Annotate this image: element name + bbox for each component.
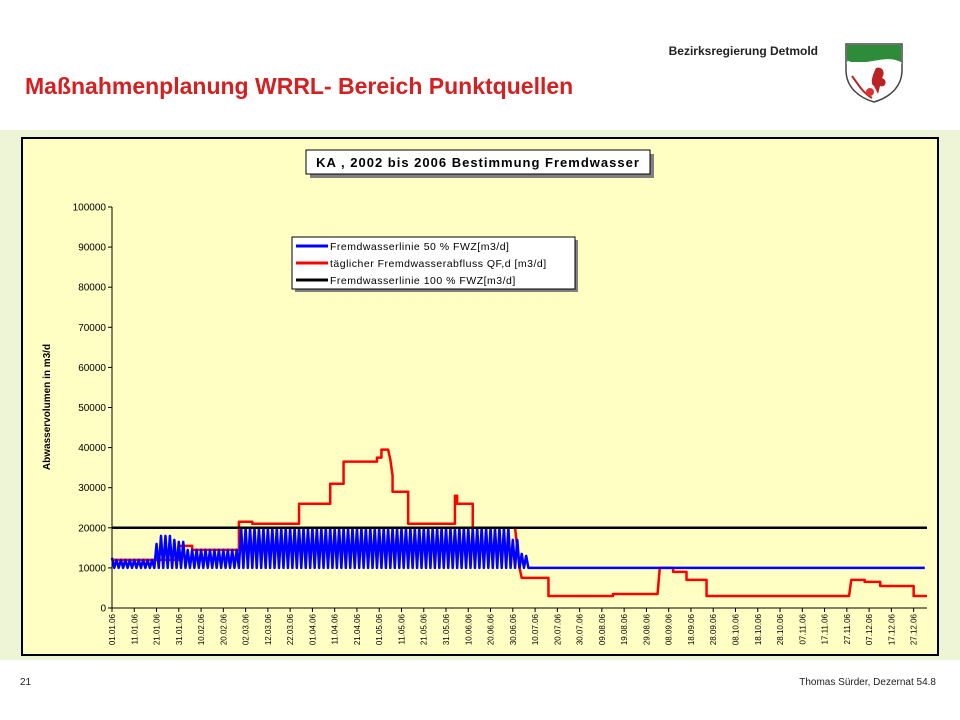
x-tick-label: 30.07.06 <box>576 613 585 645</box>
y-tick-label: 50000 <box>78 403 106 414</box>
slide-title: Maßnahmenplanung WRRL- Bereich Punktquel… <box>25 73 574 99</box>
x-tick-label: 11.04.06 <box>331 613 340 644</box>
x-tick-label: 17.11.06 <box>821 613 830 644</box>
x-tick-label: 20.06.06 <box>487 613 496 645</box>
x-tick-label: 10.06.06 <box>464 613 473 645</box>
x-tick-label: 01.05.06 <box>375 613 384 645</box>
x-tick-label: 30.06.06 <box>509 613 518 645</box>
y-tick-label: 10000 <box>78 563 106 574</box>
y-tick-label: 60000 <box>78 363 106 374</box>
x-tick-label: 08.09.06 <box>665 613 674 645</box>
x-tick-label: 31.05.06 <box>442 613 451 645</box>
x-tick-label: 01.04.06 <box>308 613 317 645</box>
y-tick-label: 40000 <box>78 443 106 454</box>
organization: Bezirksregierung Detmold <box>668 44 818 58</box>
x-tick-label: 11.05.06 <box>397 613 406 644</box>
x-tick-label: 10.02.06 <box>197 613 206 645</box>
x-tick-label: 21.04.06 <box>353 613 362 645</box>
x-tick-label: 17.12.06 <box>887 613 896 645</box>
x-tick-label: 28.10.06 <box>776 613 785 645</box>
x-tick-label: 21.01.06 <box>153 613 162 645</box>
x-tick-label: 28.09.06 <box>709 613 718 645</box>
x-tick-label: 02.03.06 <box>242 613 251 645</box>
y-axis-label: Abwasservolumen in m3/d <box>42 344 53 470</box>
y-tick-label: 20000 <box>78 523 106 534</box>
x-tick-label: 22.03.06 <box>286 613 295 645</box>
legend-label: Fremdwasserlinie 50 % FWZ[m3/d] <box>330 241 509 253</box>
y-tick-label: 0 <box>100 604 106 615</box>
x-tick-label: 27.11.06 <box>843 613 852 644</box>
x-tick-label: 08.10.06 <box>731 613 740 645</box>
y-tick-label: 100000 <box>73 203 107 214</box>
legend-label: Fremdwasserlinie 100 % FWZ[m3/d] <box>330 275 516 287</box>
chart-frame <box>21 137 939 656</box>
x-tick-label: 09.08.06 <box>598 613 607 645</box>
x-tick-label: 31.01.06 <box>175 613 184 645</box>
x-tick-label: 01.01.06 <box>108 613 117 645</box>
legend <box>291 236 576 290</box>
logo <box>845 43 903 103</box>
chart-title: KA , 2002 bis 2006 Bestimmung Fremdwasse… <box>316 155 640 170</box>
x-tick-label: 07.12.06 <box>865 613 874 645</box>
x-tick-label: 27.12.06 <box>910 613 919 645</box>
y-tick-label: 80000 <box>78 283 106 294</box>
author: Thomas Sürder, Dezernat 54.8 <box>799 677 936 688</box>
series-line <box>112 448 927 598</box>
page-number: 21 <box>20 677 32 688</box>
x-tick-label: 07.11.06 <box>798 613 807 644</box>
y-tick-label: 30000 <box>78 483 106 494</box>
x-tick-label: 20.02.06 <box>219 613 228 645</box>
y-tick-label: 90000 <box>78 243 106 254</box>
y-tick-label: 70000 <box>78 323 106 334</box>
x-tick-label: 11.01.06 <box>130 613 139 644</box>
x-tick-label: 18.09.06 <box>687 613 696 645</box>
x-tick-label: 18.10.06 <box>754 613 763 645</box>
x-tick-label: 29.08.06 <box>642 613 651 645</box>
x-tick-label: 10.07.06 <box>531 613 540 645</box>
x-tick-label: 12.03.06 <box>264 613 273 645</box>
legend-label: täglicher Fremdwasserabfluss QF,d [m3/d] <box>330 258 547 270</box>
series-line <box>110 526 925 570</box>
x-tick-label: 19.08.06 <box>620 613 629 645</box>
x-tick-label: 21.05.06 <box>420 613 429 645</box>
x-tick-label: 20.07.06 <box>553 613 562 645</box>
title-box <box>305 149 651 175</box>
